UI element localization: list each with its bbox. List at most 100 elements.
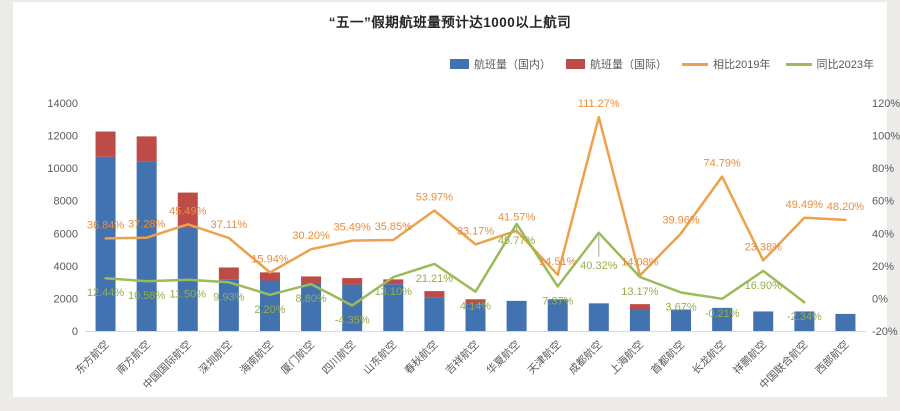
category-label: 首都航空 — [648, 338, 687, 377]
data-label-同比2023年: 16.90% — [745, 280, 783, 292]
data-label-同比2023年: 45.77% — [498, 235, 536, 247]
legend-item-4: 同比2023年 — [785, 56, 874, 72]
bar-international — [218, 267, 239, 280]
bar-domestic — [136, 161, 157, 331]
data-label-相比2019年: 111.27% — [578, 98, 620, 110]
left-axis-tick: 2000 — [54, 293, 78, 305]
bar-domestic — [506, 300, 527, 331]
category-label: 山东航空 — [361, 338, 400, 377]
bar-international — [177, 192, 198, 228]
bar-domestic — [342, 284, 363, 331]
data-label-同比2023年: 21.21% — [416, 273, 454, 285]
left-axis-tick: 14000 — [47, 98, 78, 110]
right-axis-tick: 0% — [872, 293, 888, 305]
data-label-同比2023年: 40.32% — [580, 260, 618, 272]
legend-line-swatch-icon — [682, 62, 709, 66]
category-label: 东方航空 — [73, 338, 112, 377]
data-label-相比2019年: 36.84% — [87, 219, 125, 231]
category-label: 春秋航空 — [402, 338, 441, 377]
bar-domestic — [424, 297, 445, 331]
data-label-同比2023年: 10.58% — [128, 290, 166, 302]
data-label-同比2023年: 2.20% — [254, 304, 285, 316]
left-axis-tick: 8000 — [54, 196, 78, 208]
bar-domestic — [629, 309, 650, 331]
data-label-相比2019年: 74.79% — [703, 158, 741, 170]
data-label-相比2019年: 45.49% — [169, 205, 207, 217]
legend-line-swatch-icon — [785, 62, 812, 66]
bar-domestic — [383, 284, 404, 331]
data-label-同比2023年: 9.93% — [213, 291, 244, 303]
data-label-相比2019年: 48.20% — [827, 201, 865, 213]
data-label-同比2023年: 7.37% — [542, 295, 573, 307]
line-相比2019年 — [104, 115, 847, 277]
bar-international — [301, 276, 322, 283]
bar-domestic — [835, 313, 856, 331]
right-axis-tick: 120% — [872, 98, 900, 110]
data-label-同比2023年: 12.44% — [87, 287, 125, 299]
category-label: 长龙航空 — [689, 338, 728, 377]
right-axis-tick: 80% — [872, 163, 894, 175]
data-label-同比2023年: 8.80% — [295, 293, 326, 305]
left-axis-tick: 4000 — [54, 261, 78, 273]
data-label-相比2019年: 49.49% — [786, 199, 824, 211]
chart-title: “五一”假期航班量预计达1000以上航司 — [328, 15, 572, 30]
category-label: 祥鹏航空 — [730, 338, 769, 377]
bar-international — [424, 291, 445, 298]
data-label-同比2023年: -4.35% — [335, 315, 370, 327]
category-label: 四川航空 — [319, 338, 358, 377]
data-label-相比2019年: 35.49% — [334, 222, 372, 234]
data-label-相比2019年: 35.85% — [375, 221, 413, 233]
data-label-相比2019年: 39.96% — [662, 214, 700, 226]
legend-item-3: 相比2019年 — [682, 56, 771, 72]
category-label: 厦门航空 — [278, 338, 317, 377]
bar-international — [136, 136, 157, 162]
legend-item-2: 航班量（国际） — [566, 56, 667, 72]
data-label-同比2023年: 4.14% — [460, 301, 491, 313]
data-label-相比2019年: 14.51% — [539, 256, 577, 268]
data-label-同比2023年: 13.10% — [375, 286, 413, 298]
data-label-相比2019年: 41.57% — [498, 212, 536, 224]
data-label-相比2019年: 30.20% — [292, 230, 330, 242]
bar-international — [342, 278, 363, 285]
bar-international — [629, 304, 650, 310]
right-axis-tick: 100% — [872, 131, 900, 143]
data-label-相比2019年: 23.38% — [745, 241, 783, 253]
data-label-同比2023年: 3.67% — [665, 301, 696, 313]
category-label: 上海航空 — [607, 338, 646, 377]
bar-domestic — [588, 303, 609, 331]
data-label-相比2019年: 37.28% — [128, 219, 166, 231]
data-label-相比2019年: 33.17% — [457, 225, 495, 237]
bar-international — [95, 131, 116, 157]
bar-domestic — [465, 304, 486, 331]
data-label-相比2019年: 14.08% — [621, 256, 659, 268]
bar-domestic — [301, 282, 322, 331]
category-label: 西部航空 — [813, 338, 852, 377]
bar-domestic — [712, 307, 733, 331]
left-axis-tick: 6000 — [54, 228, 78, 240]
legend-bar-swatch-icon — [566, 59, 586, 69]
category-label: 天津航空 — [525, 338, 564, 377]
bar-international — [465, 299, 486, 305]
data-label-同比2023年: -2.34% — [787, 311, 822, 323]
left-axis-tick: 10000 — [47, 163, 78, 175]
right-axis-tick: 60% — [872, 196, 894, 208]
category-label: 吉祥航空 — [443, 338, 482, 377]
chart-legend: 航班量（国内） 航班量（国际） 相比2019年 同比2023年 — [450, 56, 874, 72]
legend-label: 航班量（国际） — [590, 59, 668, 71]
data-label-相比2019年: 53.97% — [416, 192, 454, 204]
bar-domestic — [753, 311, 774, 331]
category-label: 海南航空 — [237, 338, 276, 377]
bar-domestic — [794, 311, 815, 331]
left-axis-tick: 12000 — [47, 131, 78, 143]
legend-label: 航班量（国内） — [474, 59, 552, 71]
category-label: 深圳航空 — [196, 338, 235, 377]
legend-label: 同比2023年 — [816, 59, 874, 71]
data-label-同比2023年: 11.50% — [170, 289, 207, 301]
bar-domestic — [218, 279, 239, 331]
data-label-同比2023年: 13.17% — [621, 286, 659, 298]
category-label: 南方航空 — [114, 338, 153, 377]
line-同比2023年 — [104, 222, 806, 307]
bar-international — [259, 272, 280, 281]
bar-international — [383, 279, 404, 285]
data-label-同比2023年: -0.21% — [705, 308, 740, 320]
